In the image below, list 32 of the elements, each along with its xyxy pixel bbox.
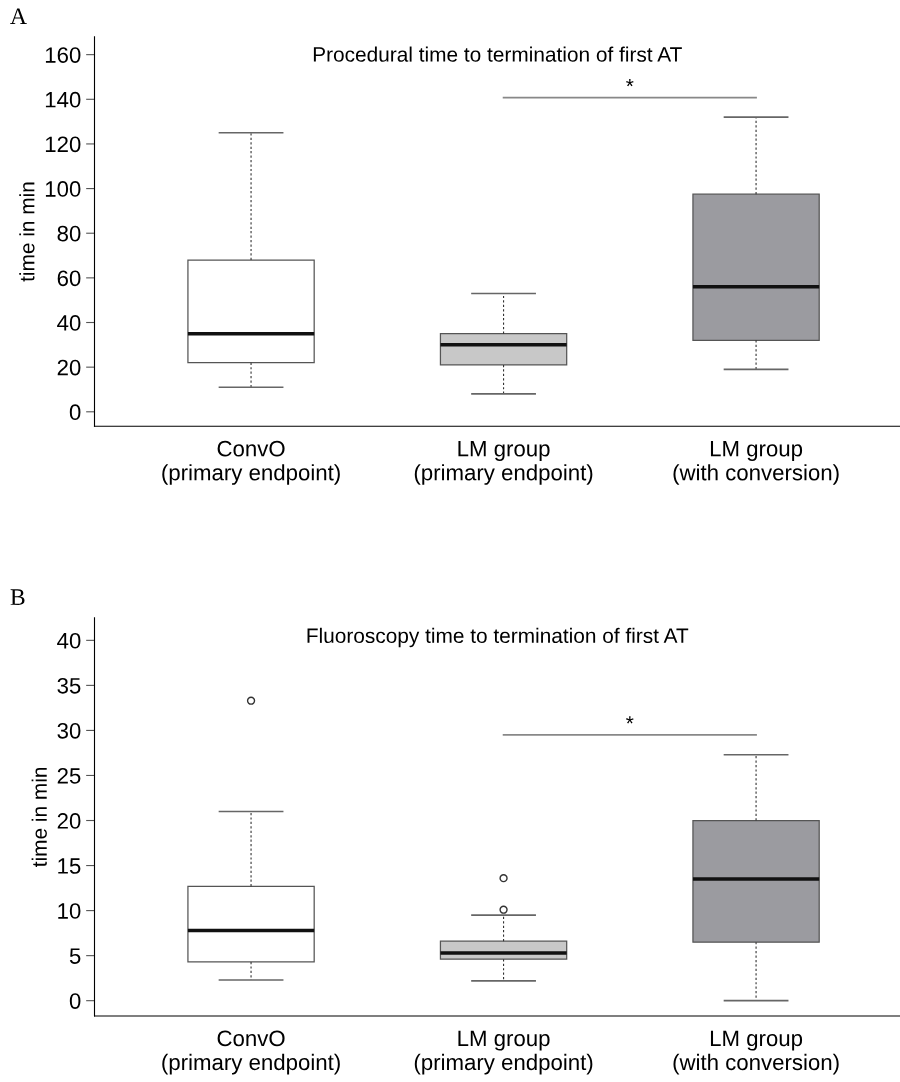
chart-title: Procedural time to termination of first AT: [313, 46, 682, 62]
x-tick-label: ConvO (primary endpoint): [162, 440, 340, 485]
annotation: *: [626, 79, 634, 87]
y-tick-label: 100: [45, 181, 81, 197]
y-tick-label: 0: [69, 404, 81, 421]
y-tick-label: 40: [57, 315, 81, 331]
y-tick-label: 10: [58, 903, 81, 919]
y-tick-label: 140: [45, 91, 81, 108]
y-tick-label: 80: [57, 225, 81, 242]
text: A: [10, 8, 27, 24]
y-tick-label: 30: [57, 722, 81, 739]
y-tick-label: 20: [57, 359, 81, 376]
y-axis-title: time in min: [31, 767, 47, 867]
x-tick-label: LM group (with conversion): [673, 441, 839, 485]
x-tick-label: ConvO (primary endpoint): [162, 1030, 340, 1075]
y-tick-label: 60: [57, 270, 81, 287]
y-tick-label: 40: [57, 632, 81, 649]
y-tick-label: 160: [45, 47, 81, 63]
x-tick-label: LM group (with conversion): [673, 1030, 839, 1075]
annotation: *: [626, 716, 634, 724]
y-tick-label: 15: [58, 858, 81, 874]
x-tick-label: LM group (primary endpoint): [414, 441, 593, 485]
y-axis-title: time in min: [19, 182, 35, 282]
y-tick-label: 20: [57, 813, 81, 829]
y-tick-label: 5: [69, 948, 81, 964]
y-tick-label: 120: [45, 136, 81, 153]
chart-title: Fluoroscopy time to termination of first AT: [307, 627, 689, 648]
y-tick-label: 0: [69, 993, 81, 1009]
text: B: [10, 589, 25, 605]
y-tick-label: 25: [57, 768, 81, 784]
x-tick-label: LM group (primary endpoint): [414, 1030, 593, 1075]
y-tick-label: 35: [57, 677, 81, 694]
